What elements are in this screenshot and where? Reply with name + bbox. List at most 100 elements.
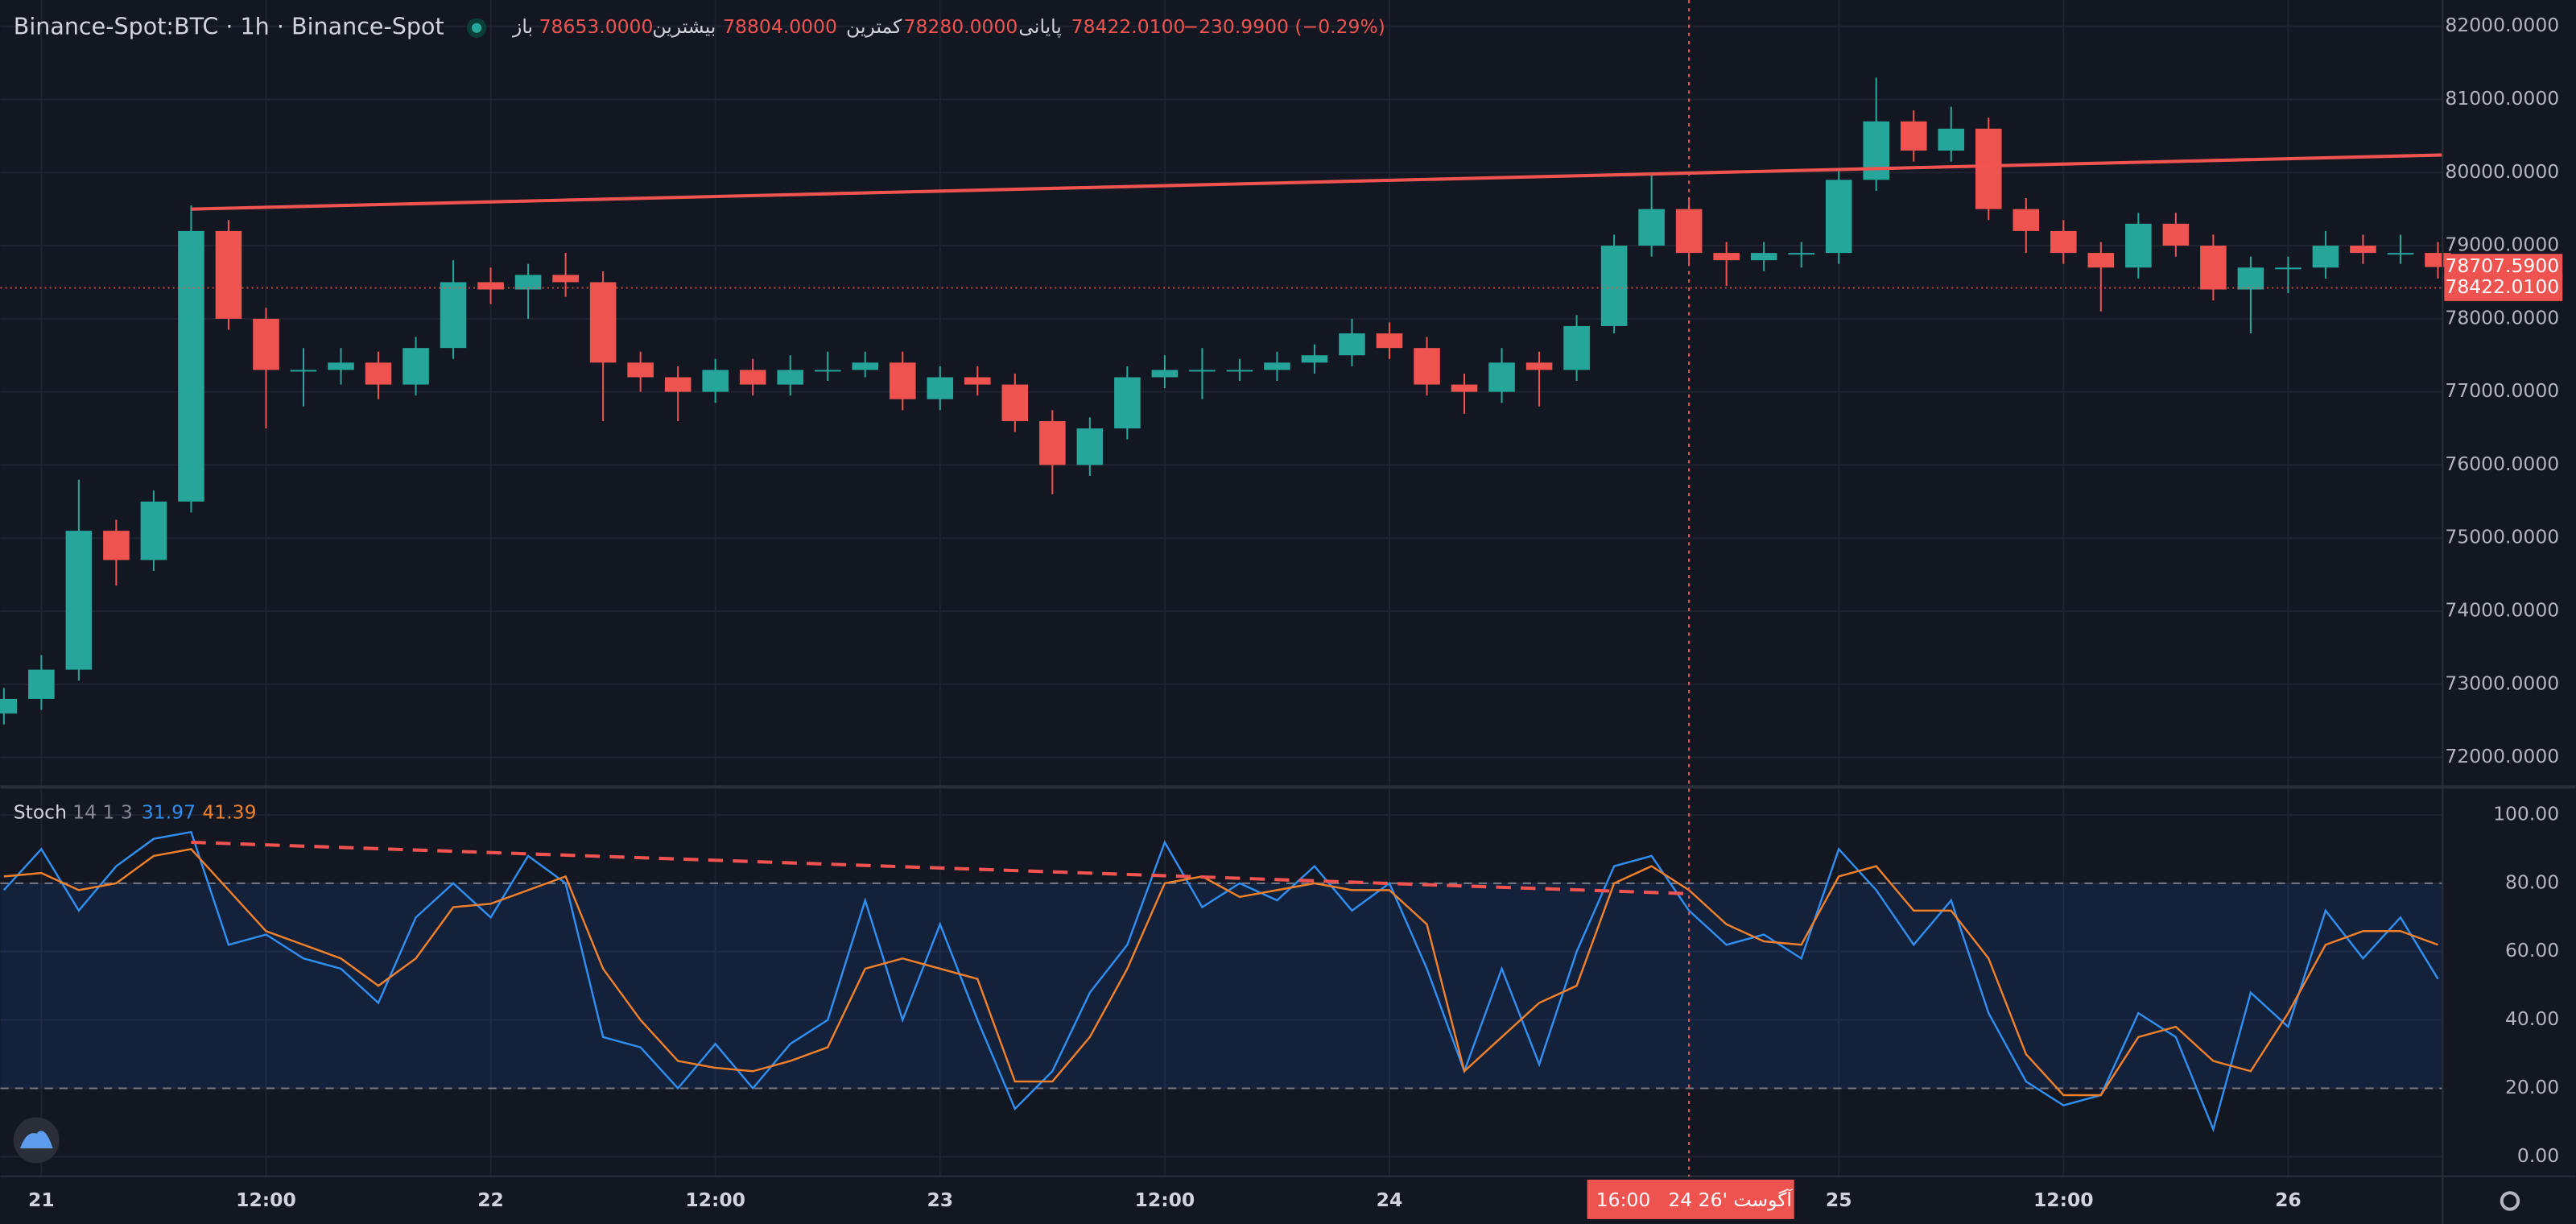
candle-body: [365, 362, 392, 385]
plot: [0, 77, 2451, 1133]
candle-body: [2237, 267, 2264, 290]
candle-body: [852, 362, 879, 370]
grid: [0, 0, 2443, 1176]
x-tick-label: 12:00: [1135, 1189, 1195, 1211]
ohlc-value: 78422.0100: [1071, 15, 1186, 38]
candle-body: [1301, 355, 1328, 363]
candle-body: [514, 275, 542, 290]
y-tick-label: 80.00: [2505, 870, 2559, 893]
candle-body: [1638, 209, 1665, 246]
candle-body: [702, 370, 729, 392]
y-tick-label: 78000.0000: [2445, 306, 2559, 329]
candle-body: [290, 370, 317, 372]
candle-body: [1151, 370, 1179, 378]
candle-body: [1451, 384, 1478, 392]
ohlc-change: −230.9900 (−0.29%): [1183, 15, 1385, 38]
crosshair-price-label: 78422.0100: [2445, 275, 2559, 298]
stoch-line: [2, 830, 2439, 1133]
candle-body: [178, 230, 204, 502]
candle-body: [402, 348, 429, 385]
stoch-trendline: [191, 840, 1684, 895]
y-tick-label: 73000.0000: [2445, 672, 2559, 694]
y-tick-label: 76000.0000: [2445, 453, 2559, 475]
x-tick-label: 24: [1377, 1189, 1403, 1211]
y-tick-label: 77000.0000: [2445, 379, 2559, 402]
x-tick-label: 23: [927, 1189, 953, 1211]
candle-body: [477, 282, 504, 290]
ohlc-value: 78280.0000: [904, 15, 1018, 38]
candle-body: [1713, 253, 1740, 261]
candle-body: [65, 531, 93, 670]
candle-body: [1975, 128, 2002, 209]
crosshair-price-tag: [2444, 275, 2563, 301]
candle-body: [627, 362, 654, 378]
candle-body: [440, 282, 467, 349]
crosshair-date: 24 آگوست '26: [1668, 1189, 1793, 1211]
candle-body: [1788, 253, 1814, 255]
y-tick-label: 82000.0000: [2445, 14, 2559, 36]
candle-body: [739, 370, 766, 385]
x-tick-label: 21: [28, 1189, 55, 1211]
candle-body: [777, 370, 803, 385]
candle-body: [927, 377, 954, 399]
candle-body: [1376, 333, 1403, 349]
stoch-title: Stoch: [14, 800, 67, 823]
y-tick-label: 79000.0000: [2445, 234, 2559, 256]
candle-body: [1863, 121, 1890, 180]
ohlc-label: بیشترین: [652, 15, 716, 38]
candle-body: [889, 362, 916, 399]
candle-body: [103, 531, 130, 560]
x-tick-label: 12:00: [685, 1189, 745, 1211]
legend-entry: 31.97: [142, 800, 196, 823]
candle-body: [2200, 246, 2227, 290]
stoch-band: [0, 883, 2443, 1089]
y-tick-label: 72000.0000: [2445, 745, 2559, 767]
ohlc-value: 78653.0000: [539, 15, 654, 38]
candle-body: [2125, 223, 2152, 268]
candle-body: [552, 275, 579, 283]
x-tick-label: 25: [1826, 1189, 1852, 1211]
candle-body: [1001, 384, 1029, 421]
status-dot: [471, 23, 482, 33]
stoch-params: 14 1 3: [72, 800, 133, 823]
y-tick-label: 75000.0000: [2445, 526, 2559, 548]
candle-body: [28, 669, 55, 699]
legend-entry: 41.39: [202, 800, 256, 823]
candle-body: [1264, 362, 1290, 370]
y-tick-label: 81000.0000: [2445, 87, 2559, 110]
candle-body: [1226, 370, 1253, 372]
ohlc-label: پایانی: [1018, 15, 1061, 38]
candle-body: [1825, 180, 1852, 254]
y-tick-label: 100.00: [2493, 803, 2559, 825]
candle-body: [2162, 223, 2190, 246]
crosshair-time: 16:00: [1596, 1189, 1651, 1211]
candle-body: [1488, 362, 1515, 392]
y-tick-label: 40.00: [2505, 1007, 2559, 1030]
candle-body: [589, 282, 617, 363]
candle-body: [2087, 253, 2115, 268]
logo-icon: [19, 1131, 53, 1149]
settings-icon[interactable]: [2500, 1191, 2520, 1211]
candle-body: [215, 230, 242, 319]
ohlc-value: 78804.0000: [723, 15, 837, 38]
candle-body: [2013, 209, 2040, 231]
candle-body: [1600, 246, 1628, 326]
candle-body: [1039, 420, 1066, 465]
stoch-line: [3, 848, 2438, 1097]
y-tick-label: 74000.0000: [2445, 598, 2559, 621]
candle-body: [2050, 230, 2077, 254]
candle-body: [1339, 333, 1365, 356]
ohlc-label: باز: [512, 15, 533, 38]
candle-body: [2312, 246, 2339, 268]
candle-body: [1750, 253, 1777, 261]
y-tick-label: 20.00: [2505, 1076, 2559, 1098]
x-tick-label: 26: [2275, 1189, 2301, 1211]
y-tick-label: 60.00: [2505, 939, 2559, 961]
candle-body: [1414, 348, 1440, 385]
candle-body: [1525, 362, 1553, 370]
crosshair-time-box: [1587, 1179, 1794, 1219]
candle-body: [1189, 370, 1216, 372]
symbol-title: Binance-Spot:BTC · 1h · Binance-Spot: [14, 13, 444, 40]
candle-body: [1076, 428, 1104, 465]
